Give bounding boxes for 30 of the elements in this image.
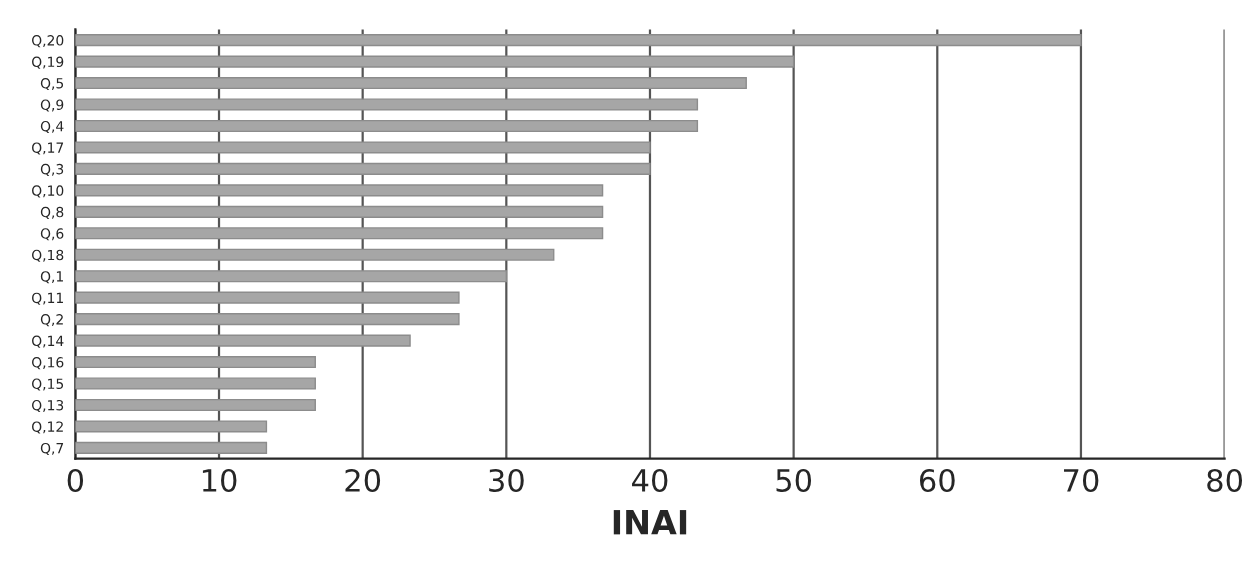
bar [75,119,699,133]
bar [75,162,651,175]
bar [75,34,1082,47]
bar [75,313,460,326]
bar [75,291,460,304]
bar [75,248,555,261]
bar [75,98,699,111]
x-tick-label: 20 [345,468,381,493]
bar [75,377,316,390]
bar [75,334,411,347]
x-tick-label: 80 [1207,468,1243,493]
bar [75,55,795,68]
x-tick-label: 70 [1064,468,1099,493]
bar [75,205,604,218]
x-tick-label: 10 [202,468,237,493]
bar [75,398,316,412]
x-tick-label: 30 [489,468,524,493]
bar [75,270,508,283]
bar [75,141,651,154]
bar [75,356,316,369]
x-tick-label: 40 [632,468,668,493]
x-axis-title: INAI [613,510,687,535]
bar [75,420,268,433]
bar [75,227,604,240]
x-tick-label: 50 [776,468,812,493]
x-tick-label: 60 [919,468,955,493]
bar [75,184,604,197]
bar [75,441,268,454]
x-tick-label: 0 [67,468,84,493]
bar [75,76,747,90]
